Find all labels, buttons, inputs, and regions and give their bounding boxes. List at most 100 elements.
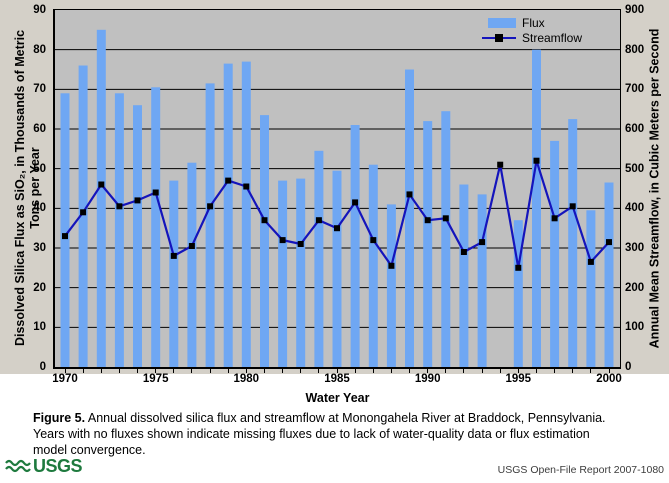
streamflow-marker (569, 203, 576, 210)
streamflow-marker (606, 239, 612, 246)
legend-row-streamflow: Streamflow (482, 31, 582, 45)
left-axis-tick-label: 50 (33, 162, 46, 175)
x-axis-title: Water Year (305, 391, 370, 405)
streamflow-marker (370, 237, 377, 244)
flux-legend-swatch-icon (488, 18, 516, 28)
legend: Flux Streamflow (482, 16, 582, 46)
flux-bar (241, 61, 251, 367)
x-tick-mark (82, 369, 84, 373)
streamflow-marker (460, 249, 467, 255)
right-axis-tick-label: 500 (625, 162, 645, 175)
x-tick-mark (137, 369, 138, 373)
x-tick-mark (209, 369, 211, 373)
x-tick-mark (264, 369, 265, 373)
x-tick-mark (445, 369, 447, 373)
right-axis-tick-label: 100 (625, 321, 645, 334)
streamflow-marker (261, 217, 268, 224)
report-number: USGS Open-File Report 2007-1080 (497, 464, 664, 476)
flux-bar (278, 180, 288, 367)
right-axis-tick-label: 0 (625, 361, 632, 373)
flux-bar (314, 150, 324, 367)
flux-bar (332, 170, 342, 367)
streamflow-marker (424, 217, 431, 224)
flux-bar (550, 140, 560, 367)
right-axis-tick-label: 300 (625, 242, 645, 254)
x-axis-tick-label: 2000 (596, 373, 622, 385)
left-axis-tick-label: 30 (33, 242, 46, 254)
streamflow-marker (551, 215, 558, 222)
streamflow-legend-label: Streamflow (522, 31, 583, 45)
right-axis-tick-label: 700 (625, 83, 645, 96)
x-tick-mark (173, 369, 175, 373)
x-tick-mark (155, 369, 157, 373)
x-tick-mark (300, 369, 302, 373)
x-tick-mark (390, 369, 392, 373)
x-tick-mark (590, 369, 592, 373)
flux-bar (604, 182, 614, 367)
x-tick-mark (354, 369, 356, 373)
flux-bar (405, 69, 414, 367)
x-tick-mark (463, 369, 465, 373)
x-tick-mark (318, 369, 320, 373)
x-tick-mark (336, 369, 338, 373)
x-tick-mark (245, 369, 247, 373)
figure-caption-number: Figure 5. (33, 411, 86, 425)
x-tick-mark (572, 369, 574, 373)
flux-bar (586, 210, 596, 367)
left-axis-tick-label: 0 (39, 361, 46, 373)
left-axis-tick-label: 60 (33, 123, 46, 135)
flux-bar (96, 29, 106, 367)
x-tick-mark (100, 369, 102, 373)
left-axis-tick-label: 20 (33, 281, 46, 294)
flux-bar (568, 119, 578, 367)
left-axis-tick-label: 10 (33, 321, 46, 334)
chart-panel: Dissolved Silica Flux as SiO₂, in Thousa… (0, 0, 669, 374)
right-axis-tick-label: 800 (625, 43, 645, 56)
streamflow-marker (352, 199, 359, 206)
streamflow-marker (207, 203, 214, 210)
flux-bar (151, 87, 161, 367)
usgs-logo-text: USGS (33, 456, 83, 476)
flux-legend-label: Flux (522, 16, 545, 30)
x-tick-mark (372, 369, 374, 373)
streamflow-marker (279, 237, 286, 244)
left-axis-tick-label: 70 (33, 83, 46, 96)
x-tick-mark (409, 369, 410, 373)
streamflow-marker (225, 177, 232, 184)
x-axis-tick-label: 1975 (142, 373, 169, 385)
streamflow-marker (188, 243, 195, 249)
left-axis-tick-label: 90 (33, 4, 46, 16)
legend-row-flux: Flux (482, 16, 582, 30)
flux-bar (114, 93, 124, 367)
right-axis-tick-label: 900 (625, 4, 645, 16)
flux-bar (368, 164, 378, 367)
streamflow-legend-swatch-icon (482, 33, 516, 43)
x-axis-tick-label: 1985 (324, 373, 350, 385)
flux-bar (441, 111, 451, 367)
streamflow-legend-marker-icon (495, 34, 503, 42)
plot-area (53, 9, 621, 369)
flux-bar (60, 93, 70, 367)
flux-bar (532, 49, 541, 367)
flux-bar (205, 83, 215, 367)
x-tick-mark (554, 369, 556, 373)
chart-canvas (55, 29, 620, 367)
streamflow-marker (170, 252, 177, 259)
x-tick-mark (427, 369, 429, 373)
streamflow-marker (497, 161, 504, 168)
streamflow-marker (388, 262, 395, 269)
x-tick-mark (481, 369, 483, 373)
streamflow-marker (533, 157, 540, 164)
usgs-wave-icon (5, 459, 31, 472)
figure-caption-text: Annual dissolved silica flux and streamf… (33, 411, 606, 457)
right-axis-tick-label: 400 (625, 202, 645, 215)
streamflow-marker (479, 239, 486, 246)
streamflow-marker (152, 189, 159, 196)
streamflow-marker (243, 183, 250, 190)
flux-bar (78, 65, 88, 367)
streamflow-marker (587, 258, 594, 265)
flux-bar (223, 63, 233, 367)
streamflow-marker (98, 181, 105, 188)
x-tick-mark (536, 369, 537, 373)
